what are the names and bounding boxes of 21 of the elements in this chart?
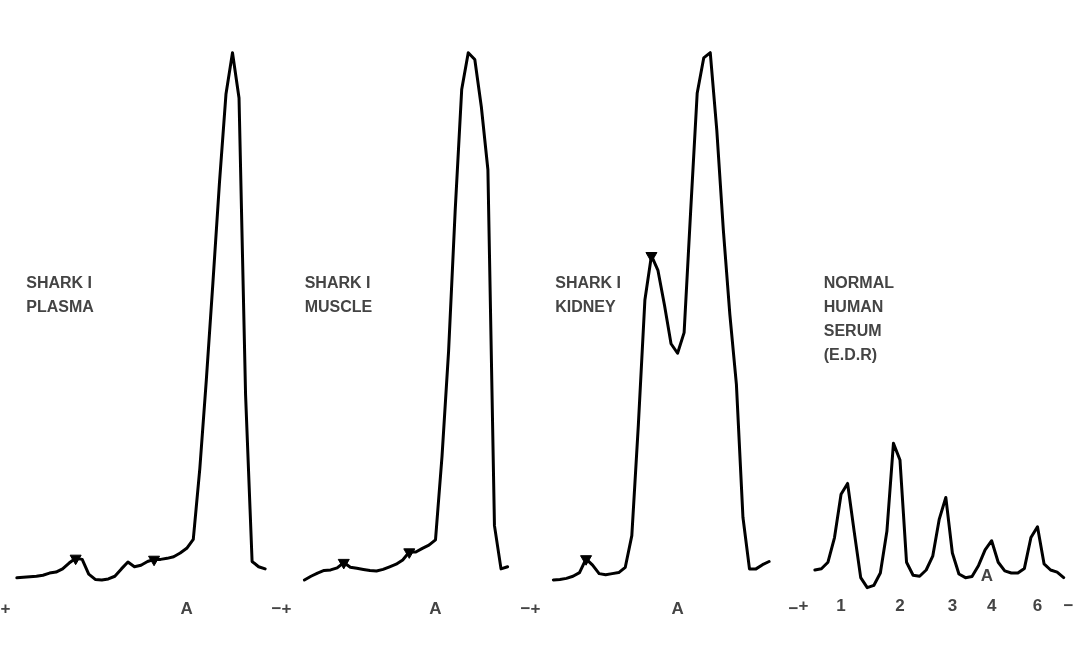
text: SHARK I KIDNEY [555, 273, 621, 315]
x-tick-label: A [671, 598, 684, 618]
x-tick-label: + [530, 598, 541, 618]
x-tick-label: + [0, 598, 11, 618]
annotation: A [980, 565, 994, 585]
x-tick-label: + [281, 598, 292, 618]
x-tick-label: − [788, 598, 799, 618]
x-tick-label: − [271, 598, 282, 618]
x-tick-label: 2 [895, 595, 905, 615]
x-tick-label: + [798, 595, 809, 615]
x-tick-label: 6 [1032, 595, 1043, 615]
x-tick-label: A [429, 598, 442, 618]
chart-title: NORMAL HUMAN SERUM (E.D.R) [823, 273, 895, 363]
text: SHARK I MUSCLE [304, 273, 373, 315]
text: SHARK I PLASMA [26, 273, 95, 315]
x-tick-label: 4 [986, 595, 997, 615]
x-tick-label: − [1063, 595, 1074, 615]
x-tick-label: − [520, 598, 531, 618]
x-tick-label: 3 [947, 595, 958, 615]
x-tick-label: 1 [836, 595, 846, 615]
x-tick-label: A [180, 598, 193, 618]
